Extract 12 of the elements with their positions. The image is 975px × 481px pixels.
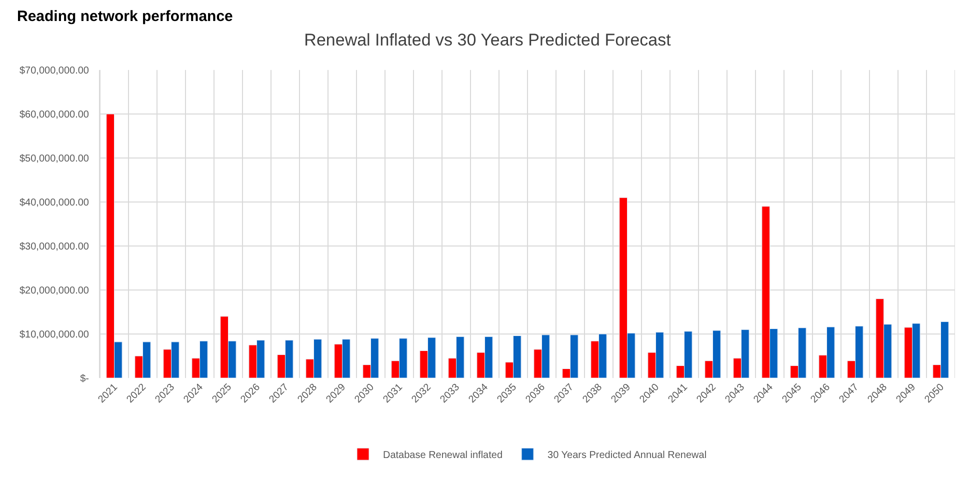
y-tick-label: $70,000,000.00: [19, 66, 90, 76]
legend-label: Database Renewal inflated: [383, 450, 503, 461]
y-tick-label: $60,000,000.00: [19, 110, 90, 120]
y-tick-label: $50,000,000.00: [19, 154, 90, 164]
y-tick-label: $40,000,000.00: [19, 198, 90, 208]
legend-label: 30 Years Predicted Annual Renewal: [548, 450, 707, 461]
text: Reading network performance: [17, 8, 233, 25]
y-tick-label: $30,000,000.00: [19, 242, 90, 252]
y-tick-label: $20,000,000.00: [19, 286, 90, 296]
y-tick-label: $-: [80, 374, 89, 384]
chart-title: Renewal Inflated vs 30 Years Predicted Forecast: [304, 30, 672, 50]
y-tick-label: $10,000,000.00: [19, 330, 90, 340]
